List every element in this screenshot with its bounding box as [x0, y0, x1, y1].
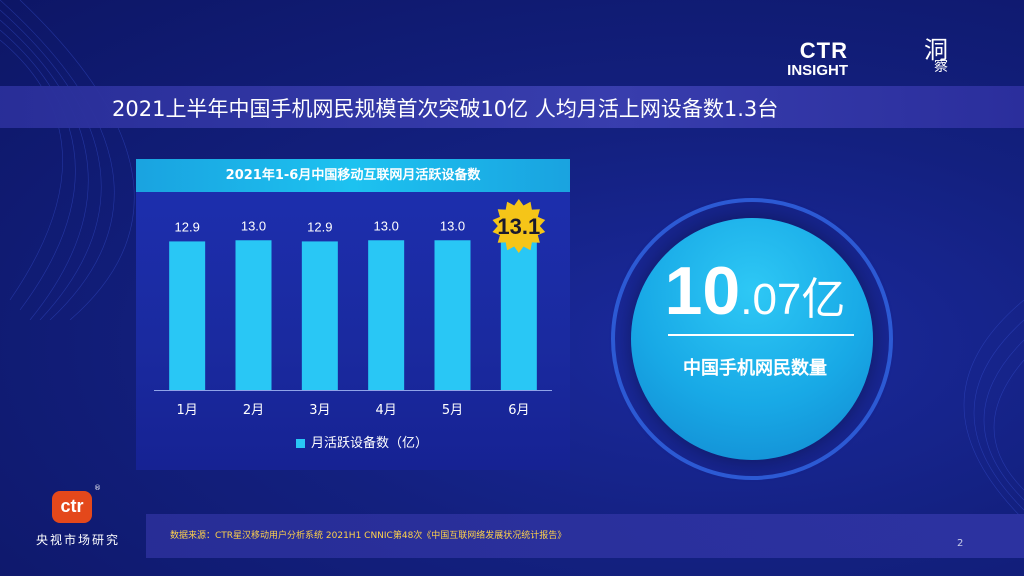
brand-ctr-text: CTR — [799, 38, 848, 63]
bar-1 — [169, 241, 206, 390]
stat-ring-inner — [631, 218, 873, 460]
bar-6 — [500, 232, 537, 390]
chart-legend: 月活跃设备数（亿） — [296, 432, 428, 451]
x-tick-label-6: 6月 — [508, 403, 529, 418]
brand-glyph-dong: 洞 — [924, 36, 948, 64]
bar-chart: 12.9 1月 13.0 2月 12.9 3月 13.0 4月 13.0 5月 13.1 6月 — [154, 199, 552, 418]
bar-value-label-5: 13.0 — [440, 218, 465, 233]
stat-unit: 亿 — [801, 274, 846, 325]
page-title: 2021上半年中国手机网民规模首次突破10亿 人均月活上网设备数1.3台 — [112, 97, 779, 121]
stat-ring-outer — [611, 198, 893, 480]
stat-number: 10.07亿 — [640, 252, 870, 330]
x-tick-label-1: 1月 — [177, 403, 198, 418]
title-band — [0, 86, 1024, 128]
bar-value-label-3: 12.9 — [307, 219, 332, 234]
brand-insight-text: INSIGHT — [787, 62, 848, 79]
chart-panel — [136, 159, 570, 470]
page-number: 2 — [957, 538, 964, 549]
legend-swatch — [296, 439, 305, 448]
bar-3 — [301, 241, 338, 390]
x-tick-label-5: 5月 — [442, 403, 463, 418]
x-tick-label-2: 2月 — [243, 403, 264, 418]
highlight-badge — [492, 199, 546, 253]
bar-value-label-4: 13.0 — [374, 218, 399, 233]
stat-integer: 10 — [664, 253, 741, 329]
bar-value-label-1: 12.9 — [175, 219, 200, 234]
bar-2 — [235, 240, 272, 390]
data-source: 数据来源：CTR星汉移动用户分析系统 2021H1 CNNIC第48次《中国互联… — [170, 531, 567, 541]
ctr-logo: ctr — [52, 491, 92, 523]
legend-label: 月活跃设备数（亿） — [311, 436, 429, 451]
ctr-logo-registered: ® — [94, 484, 101, 492]
stat-label: 中国手机网民数量 — [683, 358, 827, 379]
stat-decimal: .07 — [740, 275, 802, 324]
x-tick-label-4: 4月 — [376, 403, 397, 418]
brand-glyph-cha: 察 — [934, 59, 948, 75]
bar-4 — [368, 240, 405, 390]
bar-value-label-2: 13.0 — [241, 218, 266, 233]
bar-5 — [434, 240, 471, 390]
company-name: 央视市场研究 — [36, 533, 121, 547]
stat-divider — [668, 334, 854, 336]
x-tick-label-3: 3月 — [309, 403, 330, 418]
footer-band — [146, 514, 1024, 558]
chart-title: 2021年1-6月中国移动互联网月活跃设备数 — [136, 159, 570, 192]
bar-value-label-6: 13.1 — [497, 214, 540, 239]
